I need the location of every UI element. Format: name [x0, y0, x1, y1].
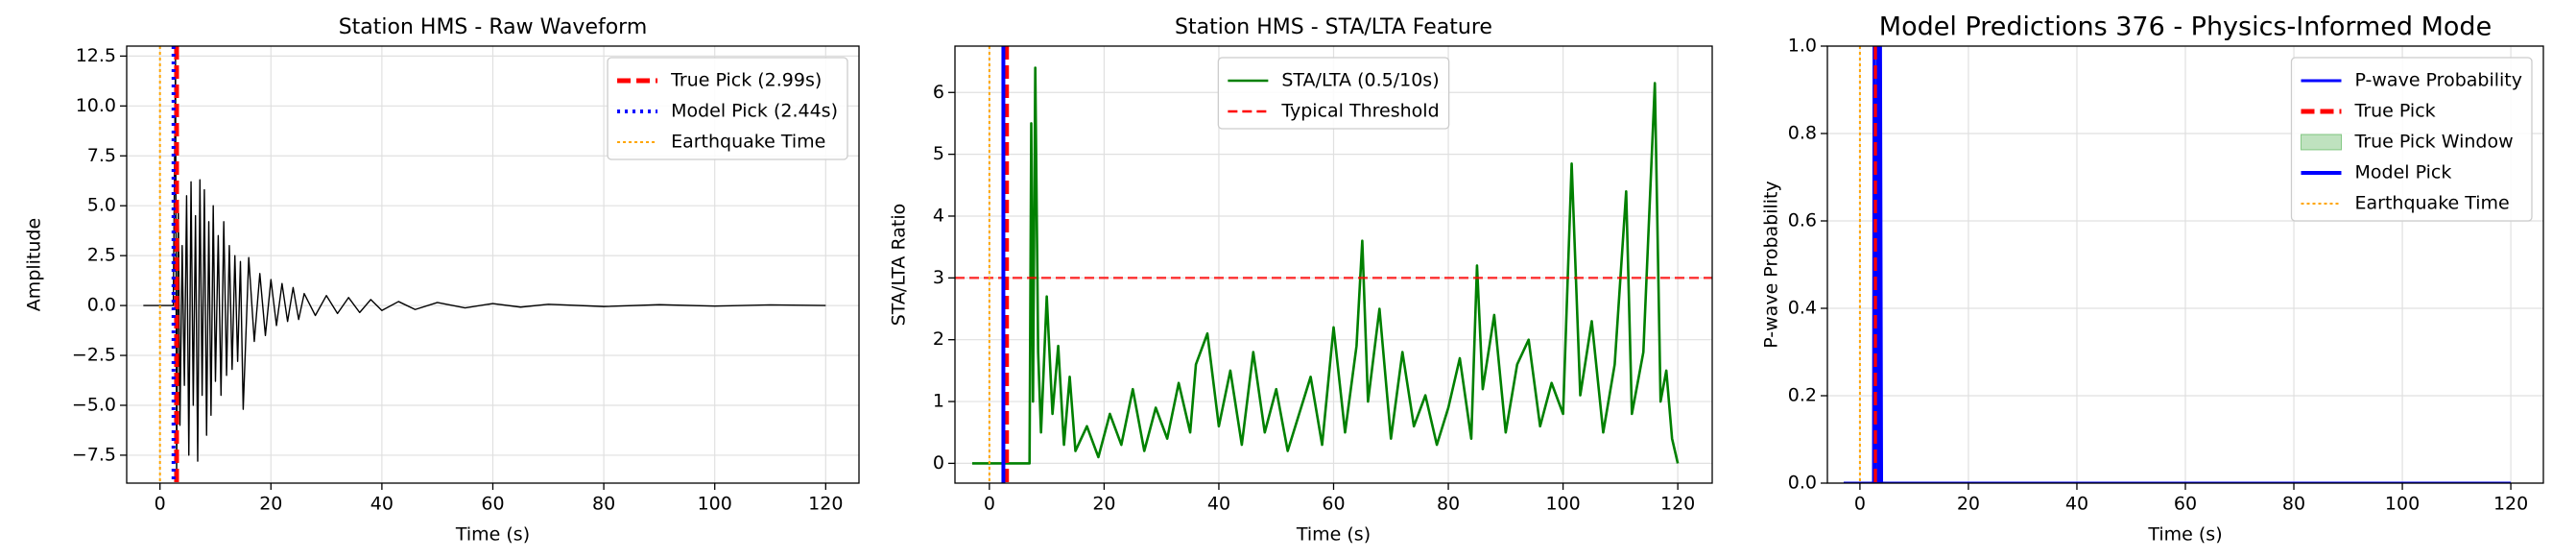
y-tick-label: 10.0	[76, 95, 116, 116]
x-tick-label: 120	[808, 494, 843, 515]
y-tick-label: 0.0	[1788, 473, 1817, 494]
legend-box	[2290, 57, 2533, 222]
y-tick-label: 0.6	[1788, 210, 1817, 231]
legend-label: Earthquake Time	[671, 132, 825, 153]
legend-swatch	[2301, 134, 2342, 151]
legend-label: Typical Threshold	[1280, 101, 1439, 122]
x-tick-label: 100	[2385, 494, 2420, 515]
y-tick-label: 2.5	[87, 245, 116, 266]
y-tick-label: 7.5	[87, 145, 116, 166]
x-tick-label: 60	[2174, 494, 2197, 515]
x-tick-label: 100	[698, 494, 732, 515]
y-tick-label: −7.5	[72, 444, 116, 465]
y-tick-label: −5.0	[72, 394, 116, 415]
y-tick-label: 4	[933, 205, 944, 226]
x-tick-label: 0	[155, 494, 166, 515]
series-line	[971, 66, 1680, 465]
x-tick-label: 60	[481, 494, 504, 515]
x-axis-label: Time (s)	[2147, 524, 2222, 546]
chart-panel: 0 20 40 60 80 100 120 0.0 0.2 0.4 0.6 0.8 1.0 Model P…	[1761, 12, 2544, 546]
y-tick-label: 6	[933, 82, 944, 103]
legend-label: True Pick	[2354, 101, 2436, 122]
chart-title: Model Predictions 376 - Physics-Informed…	[1879, 12, 2492, 42]
y-tick-label: 5.0	[87, 195, 116, 216]
chart-panel: 0 20 40 60 80 100 120 −7.5 −5.0 −2.5 0.0 2.5 5.0 7.5 1…	[24, 15, 860, 546]
y-axis-label: Amplitude	[24, 218, 45, 311]
y-tick-label: 0.0	[87, 295, 116, 316]
legend-label: Model Pick	[2355, 162, 2452, 183]
x-tick-label: 80	[592, 494, 615, 515]
x-tick-label: 40	[1207, 494, 1230, 515]
series-line	[1843, 46, 2512, 483]
legend-label: Earthquake Time	[2355, 193, 2510, 214]
y-tick-label: 1	[933, 391, 944, 412]
y-tick-label: 2	[933, 328, 944, 350]
y-tick-label: 0	[933, 452, 944, 474]
legend-box	[607, 57, 848, 160]
x-tick-label: 40	[370, 494, 394, 515]
x-tick-label: 20	[1957, 494, 1980, 515]
legend-label: Model Pick (2.44s)	[671, 101, 838, 122]
legend-label: STA/LTA (0.5/10s)	[1281, 70, 1439, 91]
y-tick-label: −2.5	[72, 345, 116, 366]
x-tick-label: 0	[1854, 494, 1866, 515]
x-tick-label: 80	[1437, 494, 1460, 515]
y-axis-label: STA/LTA Ratio	[889, 204, 910, 327]
legend: True Pick (2.99s) Model Pick (2.44s) Earth…	[607, 57, 848, 160]
x-tick-label: 100	[1545, 494, 1580, 515]
y-axis-label: P-wave Probability	[1761, 181, 1782, 349]
chart-panel: 0 20 40 60 80 100 120 0 1 2 3 4 5 6 Station HMS - STA/…	[889, 15, 1713, 546]
legend: P-wave Probability True Pick True Pick Win…	[2290, 57, 2533, 222]
x-tick-label: 120	[2493, 494, 2528, 515]
chart-title: Station HMS - STA/LTA Feature	[1175, 15, 1492, 39]
x-tick-label: 0	[984, 494, 995, 515]
x-tick-label: 60	[1322, 494, 1345, 515]
y-tick-label: 0.8	[1788, 123, 1817, 144]
x-tick-label: 40	[2065, 494, 2088, 515]
legend-label: True Pick (2.99s)	[670, 70, 822, 91]
x-tick-label: 80	[2282, 494, 2305, 515]
x-axis-label: Time (s)	[1296, 524, 1371, 546]
y-tick-label: 0.4	[1788, 298, 1817, 319]
legend-box	[1217, 57, 1450, 130]
x-axis-label: Time (s)	[455, 524, 530, 546]
y-tick-label: 12.5	[76, 45, 116, 66]
legend-label: True Pick Window	[2354, 132, 2514, 153]
series-line	[143, 57, 826, 476]
x-tick-label: 120	[1660, 494, 1695, 515]
x-tick-label: 20	[259, 494, 282, 515]
y-tick-label: 3	[933, 267, 944, 288]
y-tick-label: 5	[933, 143, 944, 164]
legend-label: P-wave Probability	[2355, 70, 2523, 91]
y-tick-label: 1.0	[1788, 36, 1817, 57]
y-tick-label: 0.2	[1788, 385, 1817, 406]
x-tick-label: 20	[1092, 494, 1115, 515]
legend: STA/LTA (0.5/10s) Typical Threshold	[1217, 57, 1450, 130]
chart-title: Station HMS - Raw Waveform	[339, 15, 648, 39]
